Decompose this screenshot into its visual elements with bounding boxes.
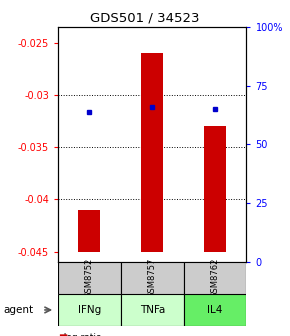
Text: TNFa: TNFa — [139, 305, 165, 315]
Text: IL4: IL4 — [207, 305, 223, 315]
Bar — [78, 210, 100, 252]
Text: GDS501 / 34523: GDS501 / 34523 — [90, 12, 200, 25]
Text: agent: agent — [3, 305, 33, 315]
Bar — [204, 126, 226, 252]
Bar — [58, 262, 121, 294]
Text: log ratio: log ratio — [58, 333, 102, 336]
Text: GSM8762: GSM8762 — [211, 258, 220, 298]
Text: GSM8752: GSM8752 — [85, 258, 94, 298]
Text: IFNg: IFNg — [78, 305, 101, 315]
Bar — [121, 294, 184, 326]
Text: GSM8757: GSM8757 — [148, 258, 157, 298]
Bar — [141, 53, 163, 252]
Bar — [184, 262, 246, 294]
Bar — [121, 262, 184, 294]
Text: ■: ■ — [58, 333, 67, 336]
Bar — [58, 294, 121, 326]
Bar — [184, 294, 246, 326]
